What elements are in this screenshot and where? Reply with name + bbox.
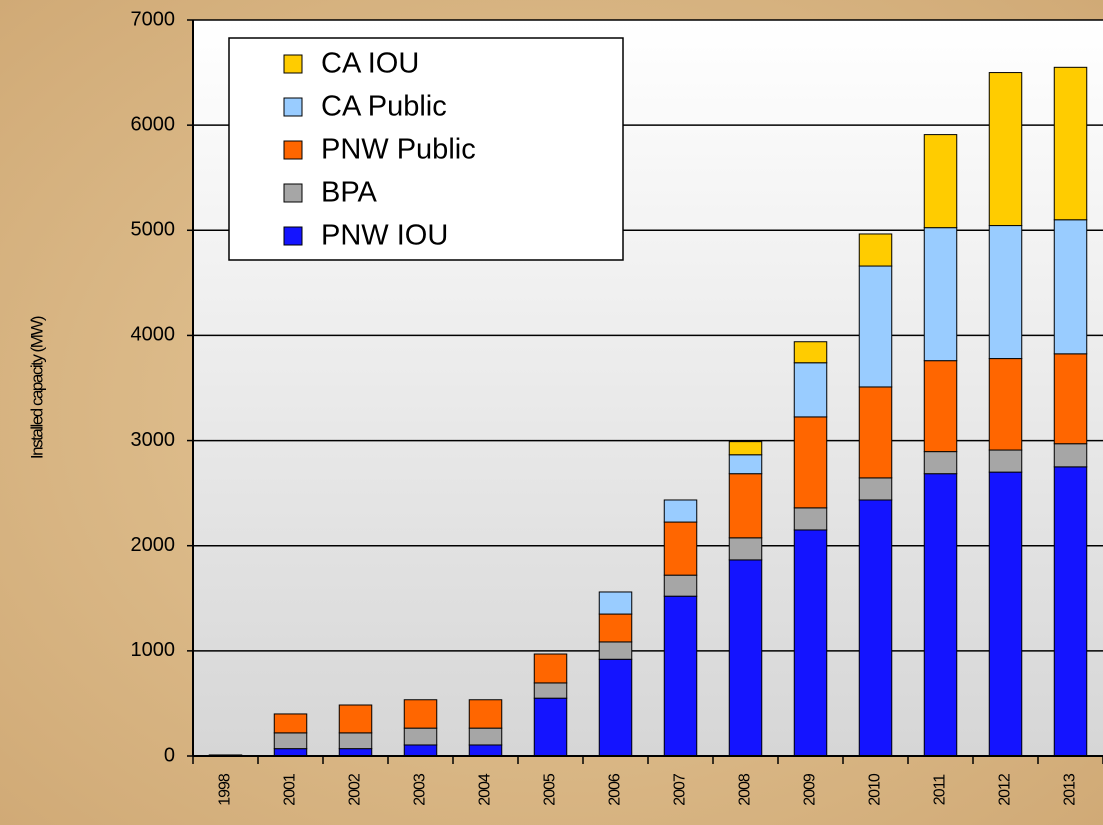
y-tick-label: 1000 — [131, 639, 176, 661]
bar-segment — [533, 697, 568, 757]
y-tick-label: 0 — [164, 744, 175, 766]
bar-segment — [338, 748, 373, 757]
x-tick-label: 2006 — [607, 773, 624, 806]
bar-segment — [923, 360, 958, 453]
x-tick-label: 2005 — [542, 773, 559, 806]
bar-segment — [468, 699, 503, 729]
bar-segment — [793, 341, 828, 364]
x-tick-label: 2009 — [802, 773, 819, 806]
y-tick-label: 3000 — [131, 429, 176, 451]
y-tick-label: 2000 — [131, 534, 176, 556]
x-tick-label: 2010 — [867, 773, 884, 806]
bar-segment — [273, 748, 308, 757]
legend-swatch — [283, 97, 303, 117]
bar-segment — [728, 473, 763, 539]
x-tick-label: 2007 — [672, 773, 689, 806]
x-tick-label: 1998 — [217, 773, 234, 806]
bar-segment — [988, 358, 1023, 451]
y-tick-label: 5000 — [131, 219, 176, 241]
bar-segment — [468, 727, 503, 746]
x-tick-label: 2008 — [737, 773, 754, 806]
legend-label: CA Public — [321, 91, 447, 123]
bar-segment — [1053, 353, 1088, 445]
legend-swatch — [283, 54, 303, 74]
bar-segment — [598, 591, 633, 615]
bar-segment — [793, 529, 828, 757]
bar-segment — [988, 471, 1023, 757]
x-tick-label: 2011 — [932, 774, 949, 806]
x-tick-label: 2012 — [997, 773, 1014, 806]
bar-segment — [338, 732, 373, 750]
y-tick-label: 6000 — [131, 113, 176, 135]
bar-segment — [1053, 443, 1088, 468]
y-tick-label: 4000 — [131, 324, 176, 346]
bar-segment — [923, 451, 958, 475]
x-tick-label: 2002 — [347, 773, 364, 806]
bar-segment — [858, 265, 893, 388]
bar-segment — [273, 732, 308, 750]
bar-segment — [793, 362, 828, 418]
x-tick-label: 2004 — [477, 773, 494, 806]
bar-segment — [728, 537, 763, 561]
x-tick-label: 2003 — [412, 773, 429, 806]
bar-segment — [663, 595, 698, 757]
y-axis-label: Installed capacity (MW) — [27, 316, 46, 459]
bar-segment — [858, 499, 893, 757]
bar-segment — [403, 744, 438, 757]
y-tick-label: 7000 — [131, 8, 176, 30]
bar-segment — [403, 727, 438, 746]
bar-segment — [663, 521, 698, 576]
bar-segment — [663, 499, 698, 523]
bar-segment — [663, 574, 698, 597]
bar-segment — [1053, 66, 1088, 221]
legend-label: PNW IOU — [321, 220, 448, 252]
bar-segment — [533, 682, 568, 699]
bar-segment — [793, 507, 828, 531]
bar-segment — [338, 704, 373, 734]
legend-swatch — [283, 183, 303, 203]
bar-segment — [728, 559, 763, 757]
x-tick-label: 2013 — [1062, 773, 1079, 806]
legend-label: BPA — [321, 177, 378, 209]
legend-swatch — [283, 140, 303, 160]
bar-segment — [1053, 466, 1088, 757]
bar-segment — [273, 713, 308, 734]
bar-segment — [793, 416, 828, 509]
bar-segment — [923, 473, 958, 757]
bar-segment — [988, 449, 1023, 473]
x-tick-label: 2001 — [282, 773, 299, 806]
bar-segment — [1053, 219, 1088, 355]
bar-segment — [728, 454, 763, 475]
bar-segment — [923, 134, 958, 229]
bar-segment — [598, 658, 633, 757]
bar-segment — [468, 744, 503, 757]
bar-segment — [728, 441, 763, 456]
bar-segment — [598, 641, 633, 660]
legend-label: PNW Public — [321, 134, 476, 166]
bar-segment — [858, 386, 893, 479]
legend-label: CA IOU — [321, 48, 419, 80]
bar-segment — [858, 233, 893, 267]
bar-segment — [923, 227, 958, 362]
bar-segment — [858, 477, 893, 501]
bar-segment — [988, 225, 1023, 360]
bar-segment — [988, 72, 1023, 227]
legend-swatch — [283, 226, 303, 246]
bar-segment — [403, 699, 438, 729]
bar-segment — [598, 613, 633, 643]
bar-segment — [533, 653, 568, 684]
